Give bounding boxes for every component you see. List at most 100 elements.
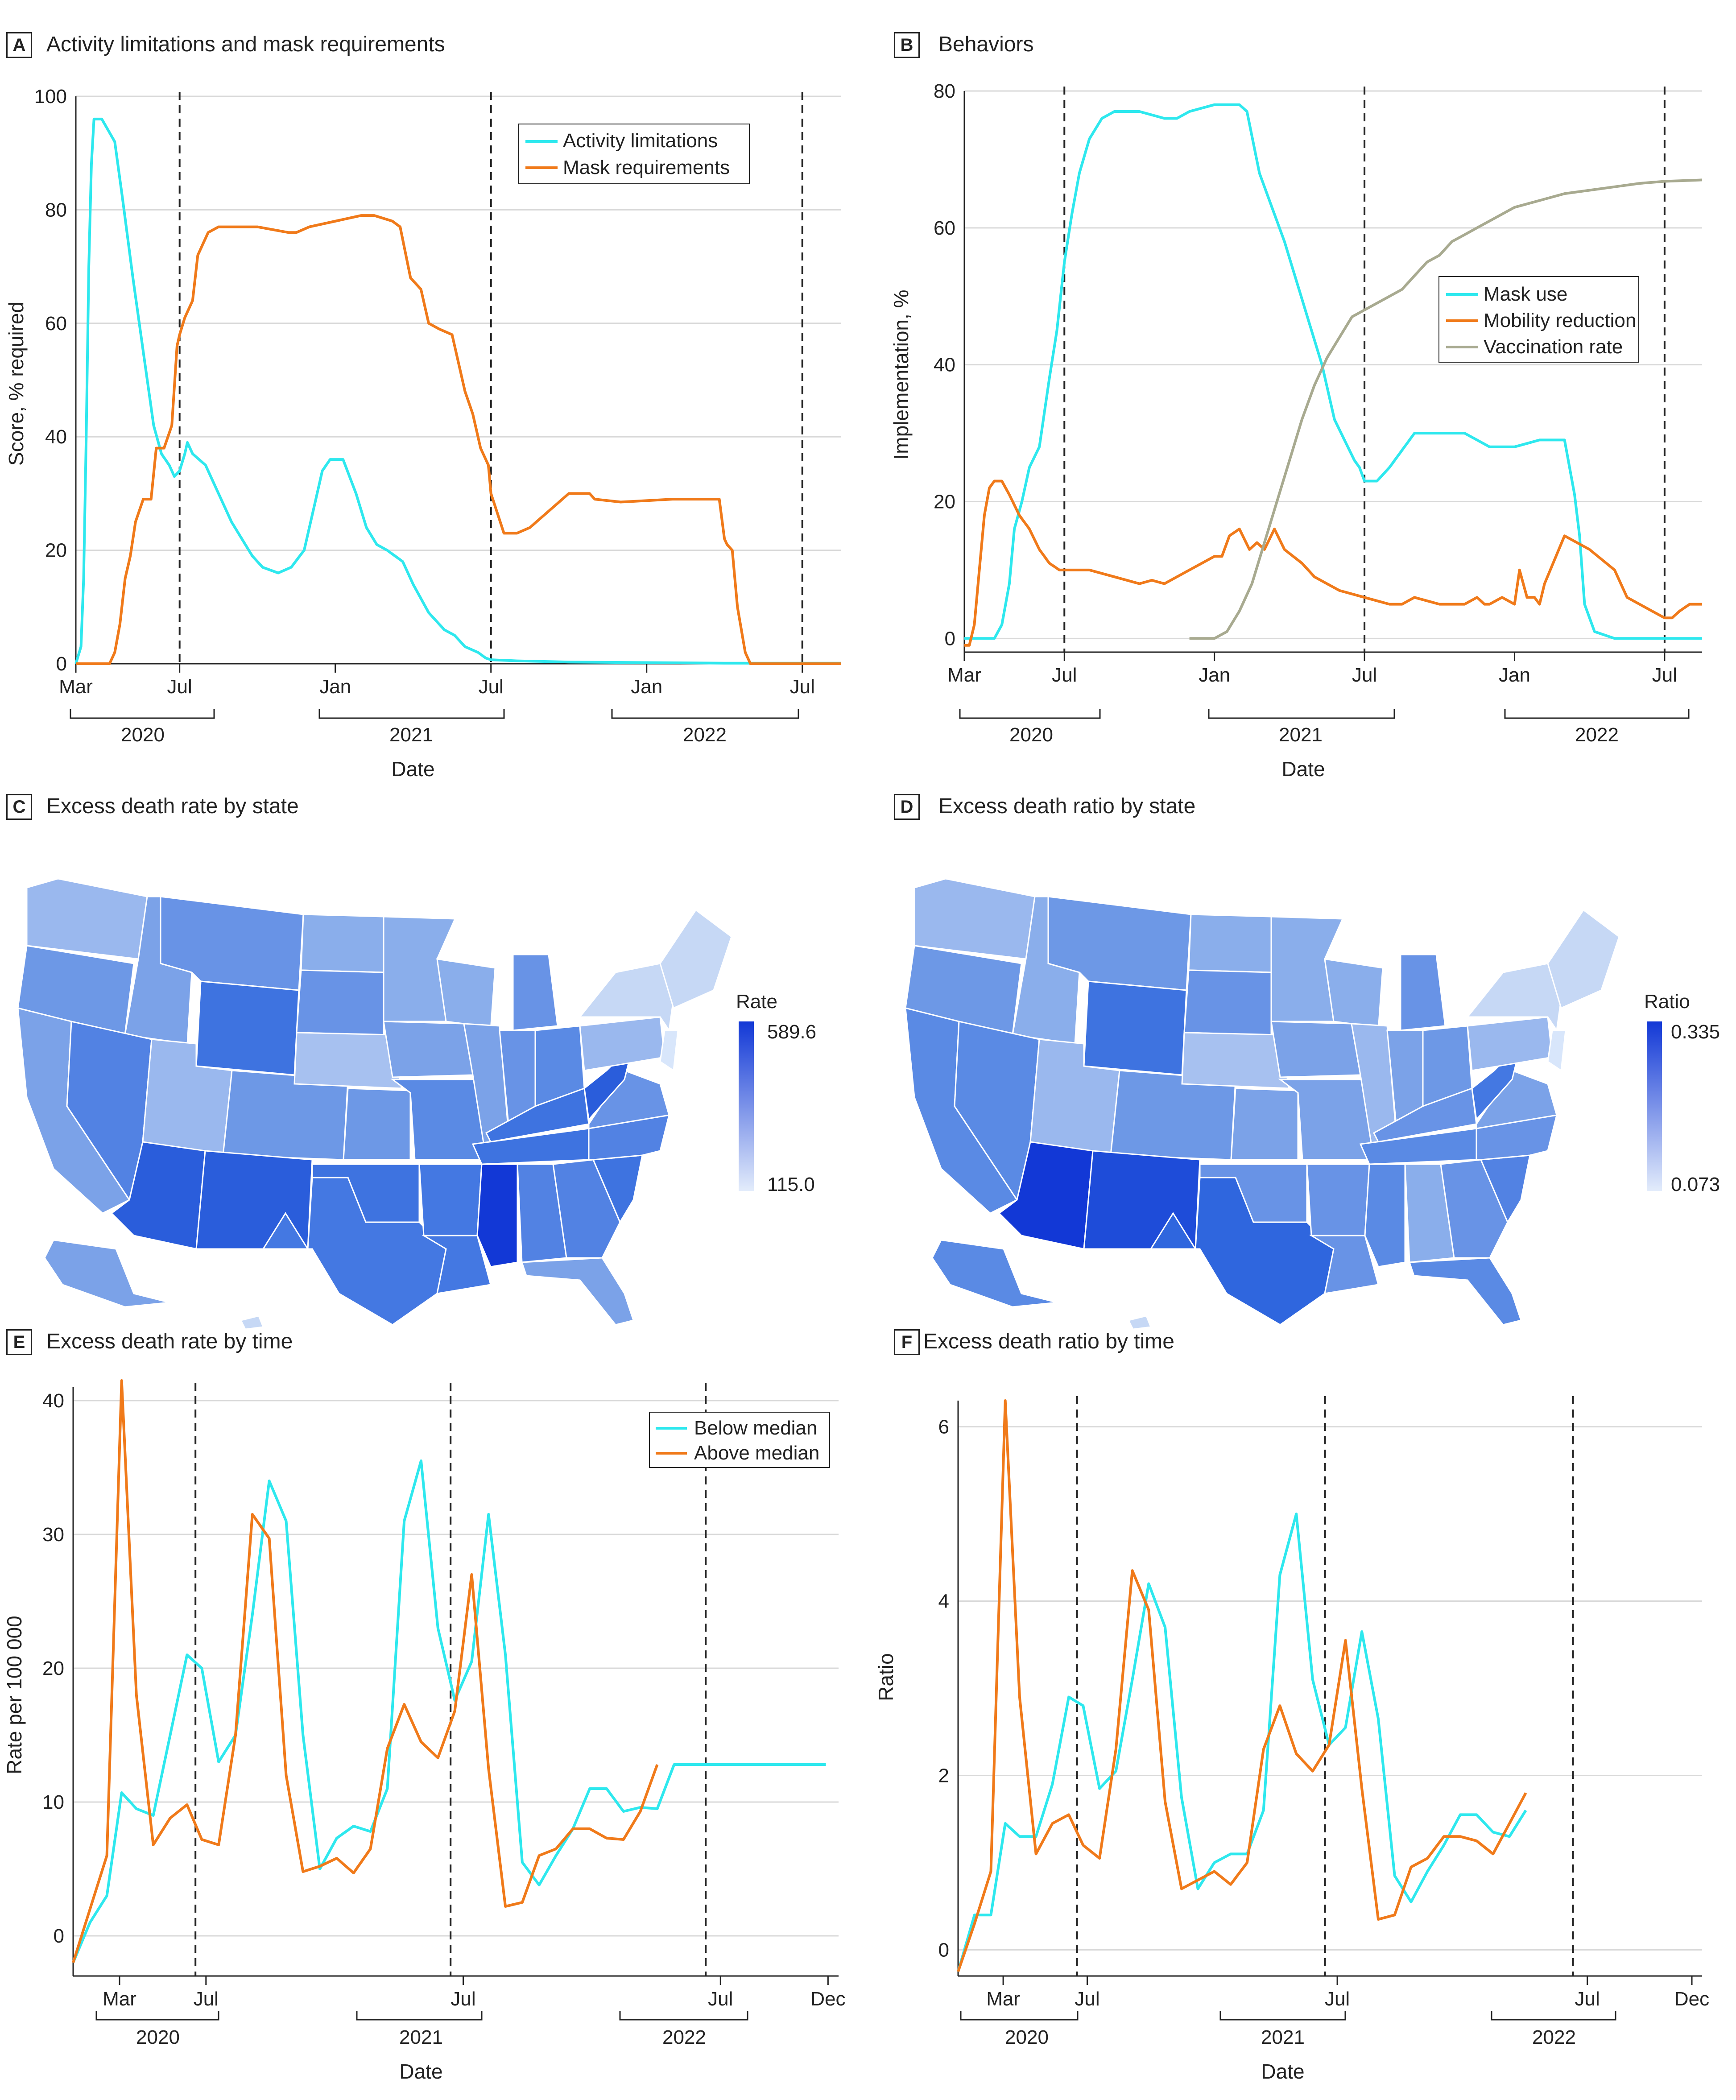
year-f-2022: 2022 [1532, 2026, 1576, 2048]
ylabel-b: Implementation, % [889, 290, 913, 460]
state-arkansas [1306, 1163, 1370, 1236]
xtick-a-1: Jul [167, 676, 192, 698]
chart-a: 0 20 40 60 80 100 Mar Jul Jan Jul Jan Jul Activity … [4, 86, 841, 781]
state-florida [521, 1257, 634, 1326]
legend-e-label-below: Below median [694, 1417, 817, 1439]
ytick-b-60: 60 [934, 217, 955, 239]
panel-a: A Activity limitations and mask requirem… [0, 0, 868, 794]
xtick-e-2: Jul [451, 1988, 475, 2010]
panel-label-b: B [894, 32, 920, 58]
series-e-below-median [72, 1459, 826, 1964]
xtick-f-1: Jul [1075, 1988, 1099, 2010]
panel-label-f: F [894, 1329, 920, 1355]
year-bracket-f-1 [1219, 2011, 1346, 2021]
series-a-activity-limitations [74, 117, 841, 665]
ytick-a-60: 60 [45, 313, 67, 335]
ytick-e-10: 10 [42, 1791, 64, 1813]
state-texas [262, 1177, 447, 1326]
state-michigan [512, 954, 558, 1031]
xlabel-f: Date [1261, 2060, 1304, 2083]
ytick-e-40: 40 [42, 1390, 64, 1412]
state-iowa [1270, 1021, 1361, 1078]
map-d: Ratio 0.335 0.073 [905, 878, 1720, 1329]
ytick-f-0: 0 [938, 1939, 949, 1961]
state-hawaii [1127, 1315, 1152, 1329]
legend-c-title: Rate [736, 991, 777, 1013]
state-nebraska [293, 1032, 402, 1089]
ytick-a-80: 80 [45, 199, 67, 221]
ylabel-f: Ratio [874, 1653, 897, 1701]
year-bracket-e-2 [619, 2011, 748, 2021]
ytick-e-20: 20 [42, 1658, 64, 1679]
ytick-a-0: 0 [56, 653, 67, 675]
xtick-b-4: Jan [1499, 664, 1530, 686]
us-map-c [17, 878, 732, 1329]
xtick-a-2: Jan [319, 676, 351, 698]
legend-e-label-above: Above median [694, 1442, 819, 1464]
legend-b: Mask use Mobility reduction Vaccination … [1438, 276, 1639, 363]
state-north-dakota [1188, 914, 1272, 973]
series-f-below-median [957, 1513, 1527, 1972]
xtick-a-5: Jul [790, 676, 815, 698]
xtick-f-2: Jul [1325, 1988, 1350, 2010]
year-e-2020: 2020 [136, 2026, 180, 2048]
legend-a-label-activity: Activity limitations [563, 130, 718, 152]
series-b-mobility-reduction [964, 480, 1702, 647]
panel-label-d: D [894, 794, 920, 820]
state-new-jersey [1547, 1029, 1567, 1072]
map-c: Rate 589.6 115.0 [17, 878, 816, 1329]
state-alaska [931, 1239, 1058, 1308]
year-bracket-f-2 [1491, 2011, 1616, 2021]
state-michigan [1400, 954, 1446, 1031]
legend-a-label-mask: Mask requirements [563, 157, 730, 178]
legend-d-title: Ratio [1644, 991, 1690, 1013]
panel-title-c: Excess death rate by state [46, 794, 299, 818]
year-b-2022: 2022 [1575, 724, 1619, 746]
year-e-2021: 2021 [399, 2026, 443, 2048]
state-texas [1149, 1177, 1335, 1326]
ytick-f-4: 4 [938, 1591, 949, 1612]
state-new-jersey [659, 1029, 679, 1072]
legend-c-min: 115.0 [767, 1174, 815, 1195]
state-kansas [1230, 1087, 1299, 1161]
ytick-b-40: 40 [934, 354, 955, 376]
state-north-dakota [300, 914, 384, 973]
legend-c-max: 589.6 [767, 1021, 816, 1043]
xtick-f-4: Dec [1674, 1988, 1709, 2010]
year-bracket-b-2 [1504, 709, 1690, 719]
xtick-b-1: Jul [1052, 664, 1077, 686]
state-wyoming [1083, 980, 1187, 1076]
year-a-2020: 2020 [121, 724, 165, 746]
xtick-e-4: Dec [810, 1988, 845, 2010]
state-wyoming [195, 980, 300, 1076]
legend-b-label-mask-use: Mask use [1484, 283, 1567, 305]
xtick-a-0: Mar [59, 676, 93, 698]
state-pennsylvania [579, 1016, 665, 1071]
year-a-2022: 2022 [683, 724, 727, 746]
series-a-mask-requirements [76, 214, 841, 665]
xtick-a-3: Jul [479, 676, 504, 698]
year-f-2021: 2021 [1261, 2026, 1305, 2048]
year-bracket-b-1 [1208, 709, 1395, 719]
ytick-a-20: 20 [45, 540, 67, 562]
series-e-above-median [72, 1379, 659, 1963]
xtick-e-3: Jul [708, 1988, 733, 2010]
ytick-b-0: 0 [945, 628, 955, 649]
state-new-england [1547, 909, 1620, 1009]
year-bracket-a-0 [70, 709, 215, 719]
state-iowa [383, 1021, 474, 1078]
state-missouri [390, 1079, 487, 1161]
ytick-e-0: 0 [54, 1925, 64, 1947]
year-b-2020: 2020 [1009, 724, 1053, 746]
ytick-b-20: 20 [934, 491, 955, 513]
xlabel-e: Date [399, 2060, 442, 2083]
panel-title-a: Activity limitations and mask requiremen… [46, 33, 445, 56]
year-bracket-e-1 [356, 2011, 483, 2021]
state-wisconsin [1324, 958, 1384, 1031]
panel-label-a: A [6, 32, 32, 58]
state-washington [26, 878, 148, 960]
ytick-b-80: 80 [934, 80, 955, 102]
series-f-above-median [957, 1399, 1527, 1972]
xtick-b-2: Jan [1199, 664, 1230, 686]
state-south-dakota [1183, 969, 1272, 1036]
